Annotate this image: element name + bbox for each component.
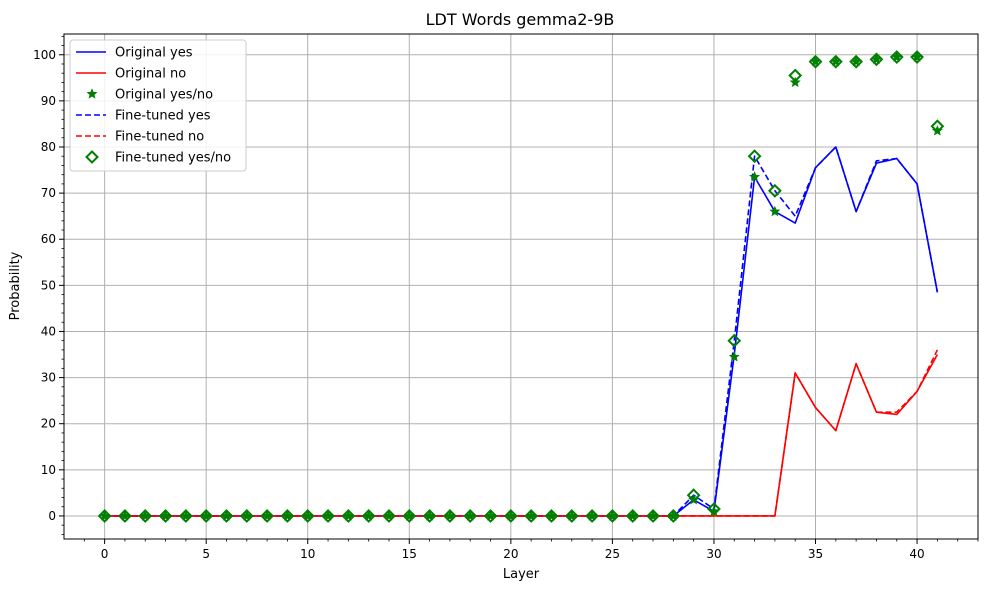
- fine-tuned-yes-no-point: [422, 509, 437, 523]
- fine-tuned-yes-no-point: [321, 509, 335, 523]
- fine-tuned-yes-no-point: [564, 509, 579, 523]
- fine-tuned-yes-no-point: [138, 509, 153, 523]
- original-no-line: [104, 354, 939, 517]
- x-tick-label: 20: [503, 547, 518, 561]
- y-tick-label: 40: [41, 324, 56, 338]
- x-axis-label: Layer: [503, 567, 540, 582]
- legend-label: Fine-tuned no: [115, 130, 204, 145]
- y-tick-label: 20: [41, 417, 56, 431]
- plot-frame: [63, 33, 979, 540]
- y-axis-label: Probability: [8, 251, 23, 320]
- fine-tuned-yes-no-point: [260, 509, 275, 523]
- y-tick-label: 10: [41, 463, 56, 477]
- original-yes-no-point: [769, 205, 781, 217]
- fine-tuned-yes-no-point: [178, 509, 193, 523]
- legend-label: Original yes: [115, 46, 193, 61]
- fine-tuned-yes-no-point: [341, 509, 356, 523]
- fine-tuned-yes-no-point: [219, 509, 234, 523]
- legend: Original yes Original no Original yes/no Fi…: [69, 39, 247, 172]
- fine-tuned-yes-no-point: [849, 54, 864, 69]
- x-tick-label: 35: [808, 547, 823, 561]
- y-tick-label: 90: [41, 94, 56, 108]
- fine-tuned-yes-no-point: [828, 54, 843, 69]
- legend-label: Fine-tuned yes/no: [115, 151, 231, 166]
- y-tick-label: 70: [41, 186, 56, 200]
- y-tick-label: 100: [33, 48, 56, 62]
- original-yes-no-point: [728, 351, 740, 362]
- x-tick-label: 25: [605, 547, 620, 561]
- fine-tuned-yes-no-point: [889, 50, 904, 64]
- fine-tuned-yes-no-point: [605, 509, 620, 523]
- y-tick-label: 60: [41, 232, 56, 246]
- fine-tuned-yes-no-point: [503, 509, 518, 523]
- x-tick-label: 15: [402, 547, 417, 561]
- legend-label: Fine-tuned yes: [115, 109, 211, 124]
- fine-tuned-yes-no-point: [544, 509, 559, 523]
- legend-swatch: [85, 150, 99, 164]
- fine-tuned-yes-no-point: [585, 509, 600, 523]
- fine-tuned-yes-no-point: [483, 509, 498, 523]
- legend-box: [69, 39, 247, 172]
- x-tick-label: 10: [300, 547, 315, 561]
- fine-tuned-yes-no-point: [910, 50, 924, 64]
- fine-tuned-yes-no-point: [808, 54, 823, 69]
- fine-tuned-yes-no-point: [158, 509, 173, 523]
- y-tick-label: 30: [41, 371, 56, 385]
- fine-tuned-yes-no-point: [524, 509, 539, 523]
- y-tick-label: 50: [41, 278, 56, 292]
- fine-tuned-yes-no-point: [463, 509, 478, 523]
- fine-tuned-yes-no-point: [442, 509, 457, 523]
- x-tick-label: 5: [202, 547, 210, 561]
- fine-tuned-yes-no-point: [869, 52, 884, 67]
- fine-tuned-yes-no-point: [666, 509, 681, 523]
- fine-tuned-no-line: [104, 349, 939, 517]
- fine-tuned-yes-no-point: [646, 509, 660, 523]
- fine-tuned-yes-no-point: [118, 509, 132, 523]
- original-yes-no-point: [749, 171, 761, 182]
- chart-title: LDT Words gemma2-9B: [426, 10, 615, 29]
- fine-tuned-yes-no-point: [747, 149, 762, 164]
- fine-tuned-yes-no-point: [382, 509, 396, 523]
- fine-tuned-yes-no-point: [97, 509, 112, 523]
- fine-tuned-yes-no-point: [707, 502, 721, 516]
- fine-tuned-yes-no-point: [361, 509, 376, 523]
- fine-tuned-yes-no-point: [300, 509, 315, 523]
- fine-tuned-yes-no-point: [788, 68, 803, 83]
- legend-label: Original yes/no: [115, 88, 213, 103]
- x-tick-label: 0: [101, 547, 109, 561]
- fine-tuned-yes-no-point: [199, 509, 214, 523]
- x-tick-label: 40: [909, 547, 924, 561]
- axes: 0 5 10 15 20 25 30 35 40 0 10 20 30 40 50 60 70 80 90 100: [33, 35, 979, 561]
- fine-tuned-yes-no-point: [625, 509, 640, 523]
- fine-tuned-yes-no-point: [280, 509, 295, 523]
- fine-tuned-yes-no-point: [727, 333, 742, 348]
- series-group: [97, 50, 945, 523]
- y-tick-label: 80: [41, 140, 56, 154]
- fine-tuned-yes-no-point: [402, 509, 417, 523]
- fine-tuned-yes-no-point: [930, 119, 945, 134]
- y-tick-label: 0: [48, 509, 56, 523]
- fine-tuned-yes-no-point: [767, 183, 782, 198]
- grid: [64, 34, 978, 539]
- legend-swatch: [86, 88, 98, 99]
- fine-tuned-yes-no-point: [239, 509, 254, 523]
- x-tick-label: 30: [706, 547, 721, 561]
- legend-label: Original no: [115, 67, 186, 82]
- fine-tuned-yes-no-point: [686, 488, 701, 503]
